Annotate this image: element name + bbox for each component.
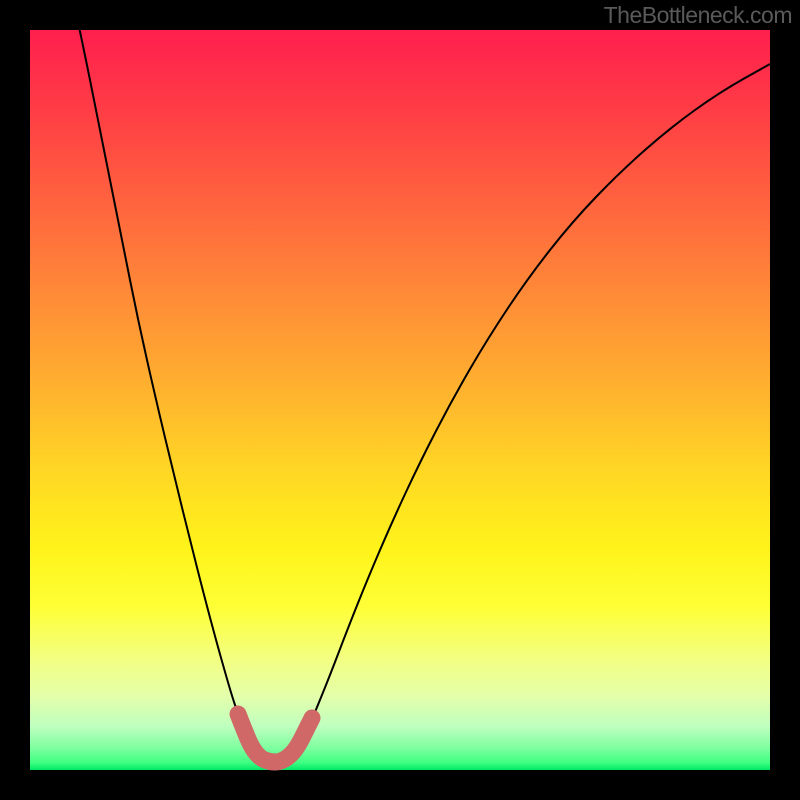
chart-container: TheBottleneck.com (0, 0, 800, 800)
bottleneck-chart (0, 0, 800, 800)
chart-plot-background (30, 30, 770, 770)
watermark-text: TheBottleneck.com (604, 2, 792, 29)
